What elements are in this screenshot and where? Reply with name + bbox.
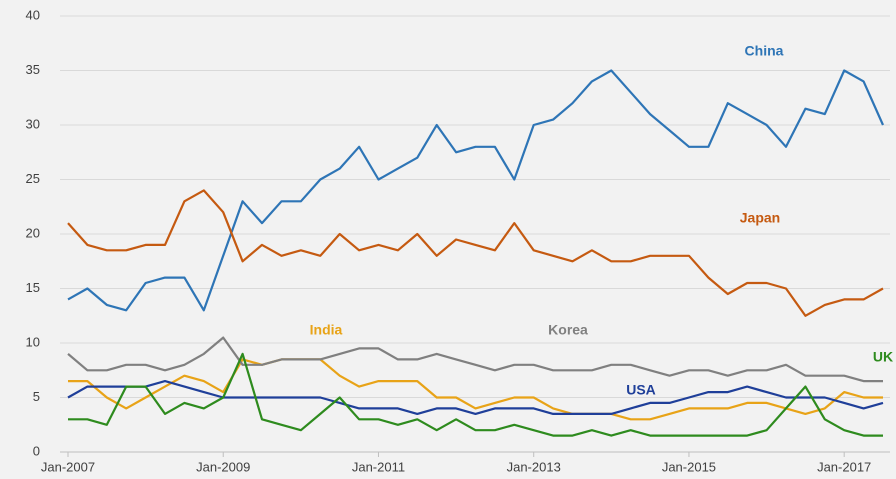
y-tick-label: 15 <box>26 280 40 295</box>
series-label: USA <box>626 382 656 398</box>
series-line <box>67 380 884 415</box>
series-line <box>67 69 885 312</box>
y-tick-label: 25 <box>26 171 40 186</box>
x-tick-label: Jan-2015 <box>662 459 716 474</box>
x-tick-label: Jan-2007 <box>41 459 95 474</box>
series-line <box>68 352 883 437</box>
y-tick-label: 10 <box>26 334 40 349</box>
y-tick-label: 35 <box>26 62 40 77</box>
x-tick-label: Jan-2009 <box>196 459 250 474</box>
series-line <box>67 336 883 383</box>
y-tick-label: 20 <box>26 225 40 240</box>
x-tick-label: Jan-2011 <box>352 459 405 474</box>
y-tick-label: 0 <box>33 443 40 458</box>
x-tick-label: Jan-2013 <box>507 459 561 474</box>
series-line <box>67 189 884 317</box>
y-tick-label: 5 <box>33 389 40 404</box>
y-tick-label: 30 <box>26 116 40 131</box>
series-label: China <box>745 43 784 59</box>
y-tick-label: 40 <box>26 7 40 22</box>
series-label: UK <box>873 349 893 365</box>
x-tick-label: Jan-2017 <box>817 459 871 474</box>
series-label: Korea <box>548 322 588 338</box>
series-label: Japan <box>740 210 780 226</box>
series-label: India <box>310 322 343 338</box>
series-line <box>68 358 883 421</box>
